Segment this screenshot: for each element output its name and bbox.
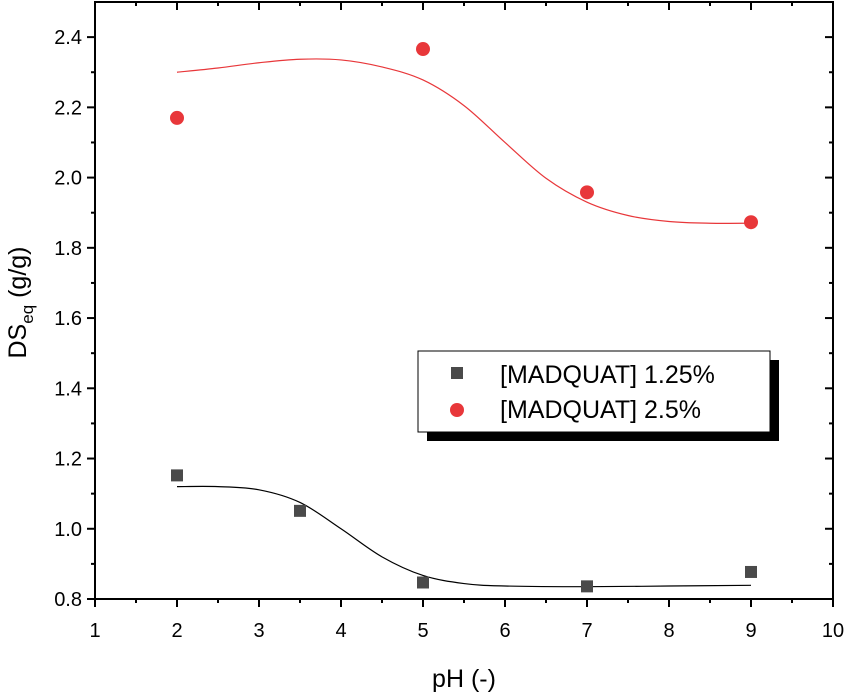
ticks-layer: 1 2 3 4 5 6 7 8 9 10 0.8 1.0 1.2 1.4 1.6 1.8 2.0 2.2 2.4 — [54, 2, 844, 642]
plot-frame — [94, 1, 834, 600]
y-tick-label: 0.8 — [54, 589, 82, 611]
data-point-square — [745, 565, 757, 578]
legend-label-1: [MADQUAT] 1.25% — [500, 361, 715, 389]
data-point-circle — [416, 42, 430, 57]
data-point-square — [581, 580, 593, 593]
y-axis-title-unit: (g/g) — [4, 246, 32, 304]
legend-marker-circle — [450, 403, 464, 417]
data-point-circle — [580, 185, 594, 200]
legend-marker-square — [451, 367, 463, 379]
data-point-square — [171, 469, 183, 482]
series-layer — [170, 42, 758, 593]
y-tick-label: 2.4 — [54, 27, 82, 49]
data-point-square — [294, 504, 306, 517]
data-point-circle — [744, 215, 758, 230]
data-point-square — [417, 576, 429, 589]
x-tick-label: 8 — [663, 620, 674, 642]
y-tick-label: 1.2 — [54, 449, 82, 471]
fit-curve-series-2 — [176, 58, 752, 224]
x-tick-label: 5 — [417, 620, 428, 642]
x-tick-label: 6 — [499, 620, 510, 642]
x-tick-label: 1 — [89, 620, 100, 642]
y-tick-label: 2.2 — [54, 97, 82, 119]
legend-box — [417, 350, 771, 433]
y-tick-label: 1.4 — [54, 378, 82, 400]
y-axis-title: DSeq (g/g) — [4, 246, 37, 358]
legend-label-2: [MADQUAT] 2.5% — [500, 396, 701, 424]
data-point-circle — [170, 110, 184, 125]
y-tick-label: 1.0 — [54, 519, 82, 541]
x-tick-label: 2 — [171, 620, 182, 642]
x-tick-label: 10 — [822, 620, 844, 642]
y-axis-title-subscript: eq — [18, 305, 37, 324]
y-tick-label: 1.6 — [54, 308, 82, 330]
legend: [MADQUAT] 1.25% [MADQUAT] 2.5% — [417, 350, 779, 441]
x-tick-label: 4 — [335, 620, 346, 642]
x-axis-title: pH (-) — [432, 665, 496, 692]
fit-curve-series-1 — [176, 485, 752, 588]
y-tick-label: 1.8 — [54, 238, 82, 260]
x-tick-label: 3 — [253, 620, 264, 642]
y-axis-title-main: DS — [4, 324, 32, 359]
y-tick-label: 2.0 — [54, 168, 82, 190]
x-tick-label: 7 — [581, 620, 592, 642]
x-tick-label: 9 — [745, 620, 756, 642]
